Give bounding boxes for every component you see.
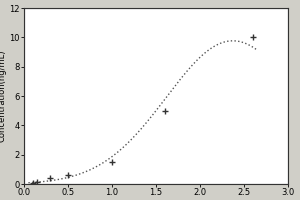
Bar (24, 8, 288, 184)
Y-axis label: Concentration(ng/mL): Concentration(ng/mL) (0, 50, 7, 142)
